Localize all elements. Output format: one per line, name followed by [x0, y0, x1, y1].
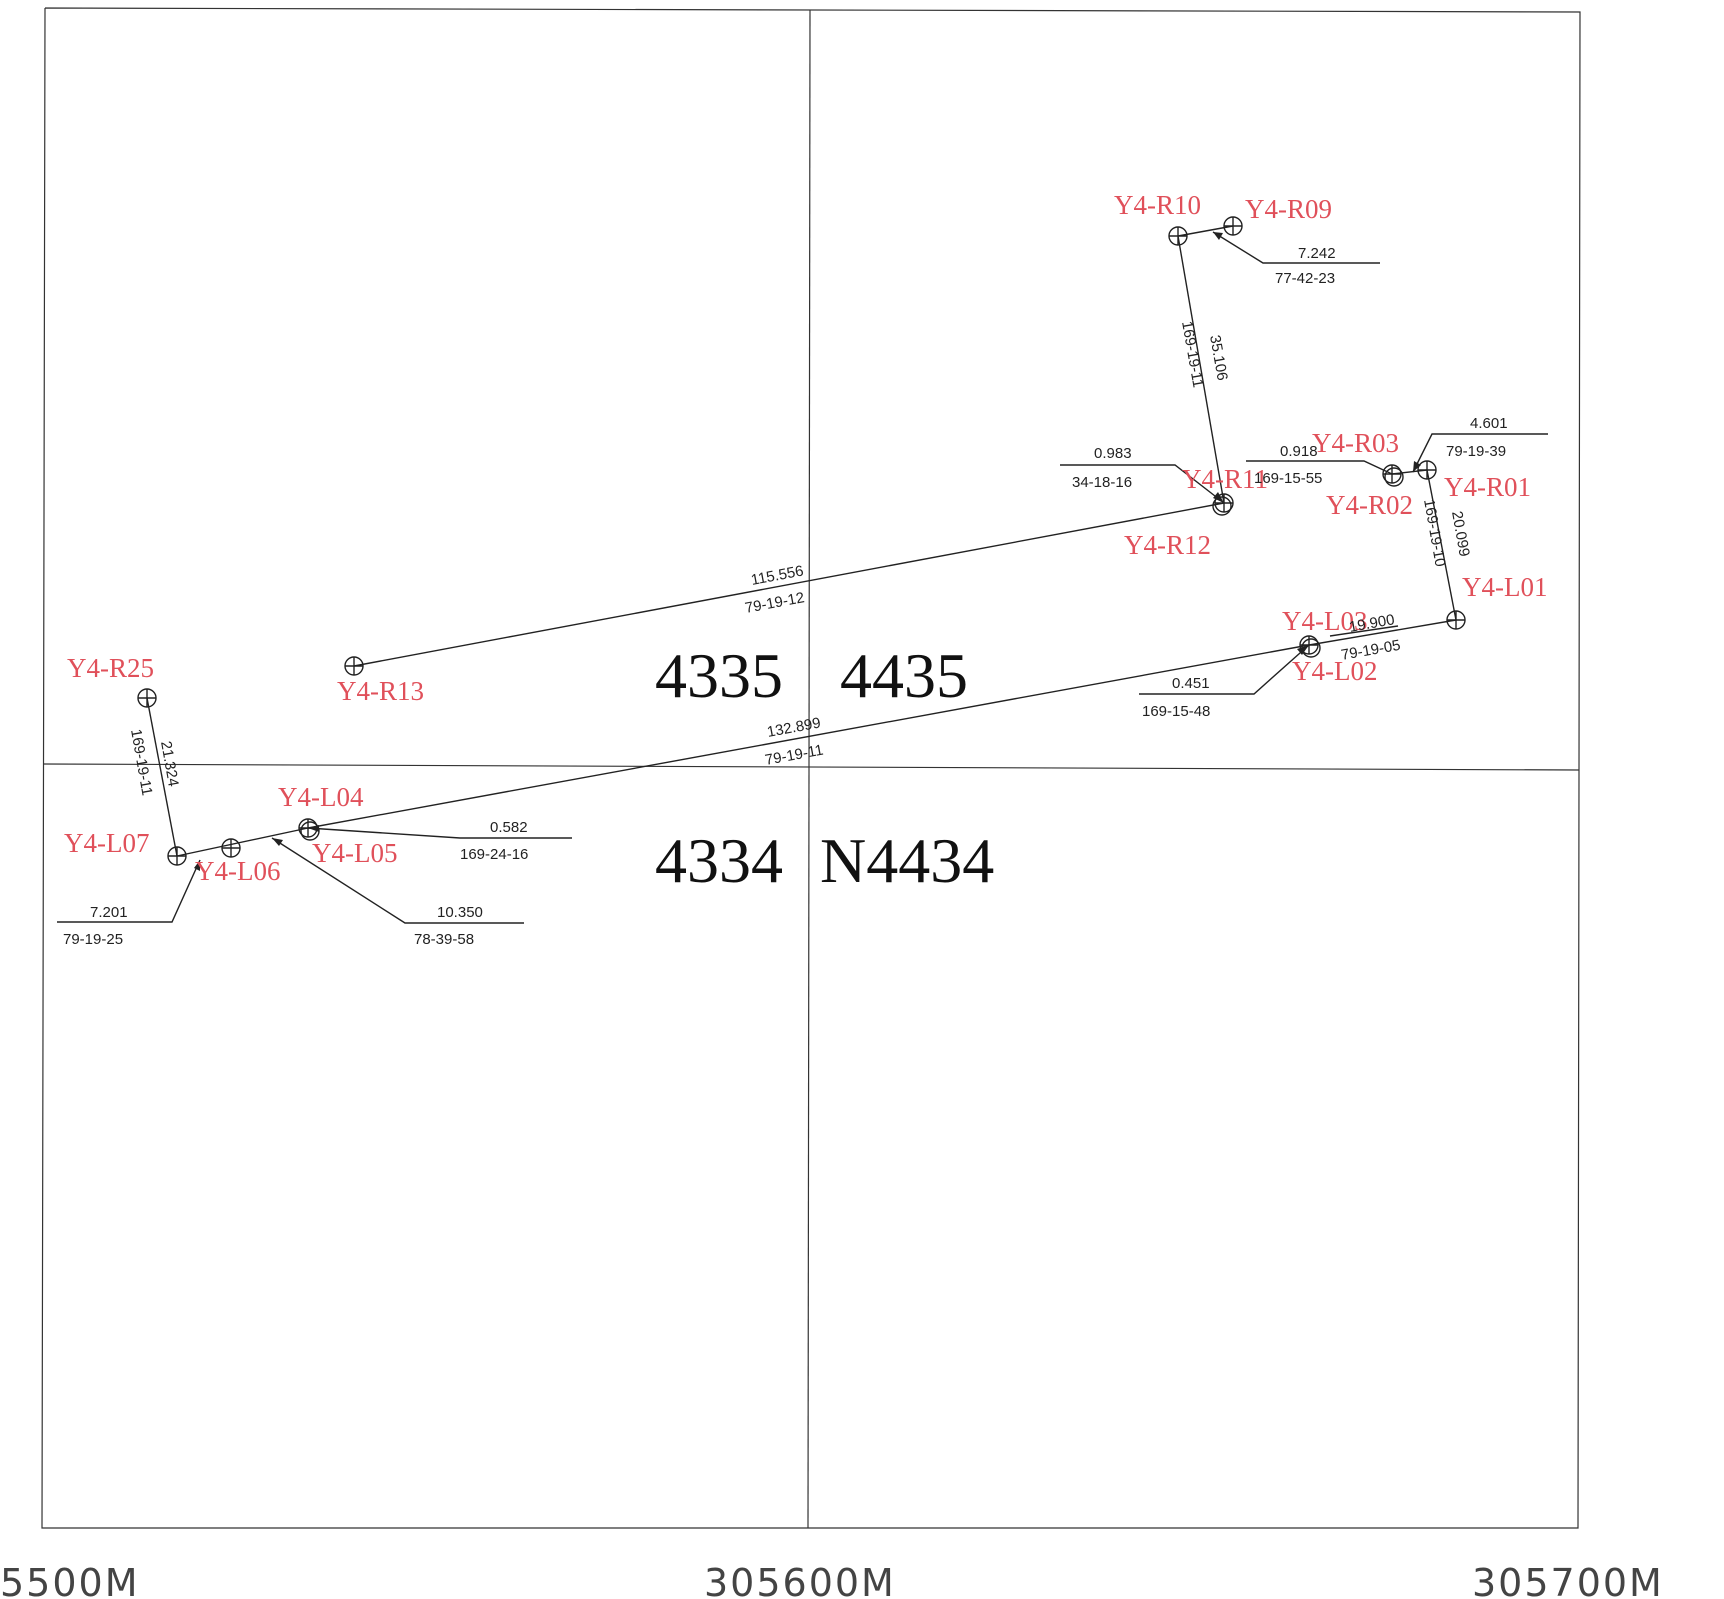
dim-r25-l07-distance: 21.324 [157, 740, 182, 788]
traverse-l04-l07 [176, 827, 309, 857]
dim-r01-bearing: 79-19-39 [1446, 443, 1506, 460]
point-label-r13: Y4-R13 [337, 676, 424, 706]
leader-lines [57, 231, 1548, 924]
point-labels: Y4-R10 Y4-R09 Y4-R11 Y4-R12 Y4-R03 Y4-R0… [64, 190, 1547, 886]
dim-r10-r11-bearing: 169-19-11 [1178, 320, 1206, 389]
dim-l06-l04-distance: 10.350 [437, 904, 483, 921]
leader-r11 [1060, 464, 1225, 504]
point-l01-symbol [1446, 610, 1466, 630]
traverse-r11-r13 [353, 502, 1225, 667]
leader-l07 [57, 859, 201, 923]
map-grid [41, 7, 1581, 1529]
traverse-lines [146, 225, 1457, 857]
easting-labels: 5500M 305600M 305700M [0, 1561, 1664, 1599]
dim-r11-bearing: 34-18-16 [1072, 474, 1132, 491]
dim-r12-r13-distance: 115.556 [750, 562, 805, 588]
point-r10-symbol [1168, 226, 1188, 246]
dim-l03-l04-bearing: 79-19-11 [764, 742, 825, 769]
leader-l02 [1139, 644, 1310, 695]
point-label-l07: Y4-L07 [64, 828, 149, 858]
traverse-l03-l04 [307, 644, 1310, 829]
traverse-r25-l07 [146, 697, 178, 857]
point-label-r11: Y4-R11 [1182, 464, 1268, 494]
grid-line-horizontal [42, 763, 1580, 771]
dim-r12-r13-bearing: 79-19-12 [744, 589, 806, 617]
grid-line-vertical [807, 9, 811, 1529]
point-label-l04: Y4-L04 [278, 782, 364, 812]
traverse-r01-l01 [1426, 469, 1457, 621]
point-r13-symbol [344, 656, 364, 676]
traverse-r10-r11 [1177, 235, 1225, 504]
dim-l05-distance: 0.582 [490, 819, 528, 836]
point-l06-symbol [221, 838, 241, 858]
sheet-number-top-right: 4435 [840, 640, 968, 711]
traverse-l01-l03 [1308, 619, 1457, 646]
dim-l03-l04-distance: 132.899 [766, 714, 822, 741]
point-label-l06: Y4-L06 [195, 856, 280, 886]
leader-l04-arrow [272, 838, 283, 846]
dim-r03-distance: 0.918 [1280, 443, 1318, 460]
sheet-numbers: 4335 4435 4334 N4434 [655, 640, 994, 896]
point-label-l01: Y4-L01 [1462, 572, 1547, 602]
survey-points [137, 216, 1466, 866]
sheet-number-bottom-right: N4434 [820, 825, 994, 896]
dim-r03-bearing: 169-15-55 [1254, 470, 1322, 487]
point-label-r03: Y4-R03 [1312, 428, 1399, 458]
point-label-r01: Y4-R01 [1444, 472, 1531, 502]
dim-r10-r11-distance: 35.106 [1206, 334, 1231, 382]
point-r02-symbol [1384, 467, 1404, 487]
point-label-r02: Y4-R02 [1326, 490, 1413, 520]
dim-l02-bearing: 169-15-48 [1142, 703, 1210, 720]
point-label-l03: Y4-L03 [1282, 606, 1367, 636]
leader-r01 [1412, 433, 1548, 473]
dim-r09-distance: 7.242 [1298, 245, 1336, 262]
leader-r03 [1246, 460, 1393, 475]
map-frame [41, 7, 1581, 1529]
dim-r01-distance: 4.601 [1470, 415, 1508, 432]
point-l05-symbol [300, 821, 320, 841]
leader-l04 [271, 837, 524, 924]
leader-l05 [307, 827, 572, 839]
dim-l07-distance: 7.201 [90, 904, 128, 921]
easting-label-right: 305700M [1472, 1561, 1664, 1599]
easting-label-center: 305600M [704, 1561, 896, 1599]
point-r09-symbol [1223, 216, 1243, 236]
leader-l02-arrow [1297, 645, 1309, 655]
dim-underline-l01-l03 [1329, 625, 1399, 637]
point-label-l02: Y4-L02 [1292, 656, 1377, 686]
point-label-r12: Y4-R12 [1124, 530, 1211, 560]
leader-r09-arrow [1213, 232, 1223, 240]
point-r12-symbol [1212, 496, 1232, 516]
easting-label-left: 5500M [0, 1561, 140, 1599]
sheet-number-top-left: 4335 [655, 640, 783, 711]
dim-l06-l04-bearing: 78-39-58 [414, 931, 474, 948]
point-r25-symbol [137, 688, 157, 708]
point-l02-symbol [1301, 638, 1321, 658]
sheet-number-bottom-left: 4334 [655, 825, 783, 896]
dim-r01-l01-distance: 20.099 [1448, 510, 1473, 558]
dim-r11-distance: 0.983 [1094, 445, 1132, 462]
leader-r01-arrow [1413, 461, 1421, 472]
dim-r09-bearing: 77-42-23 [1275, 270, 1335, 287]
dim-r01-l01-bearing: 169-19-10 [1420, 498, 1449, 568]
point-l07-symbol [167, 846, 187, 866]
dim-l05-bearing: 169-24-16 [460, 846, 528, 863]
point-label-l05: Y4-L05 [312, 838, 397, 868]
dim-l07-bearing: 79-19-25 [63, 931, 123, 948]
point-label-r25: Y4-R25 [67, 653, 154, 683]
leader-r09 [1212, 231, 1380, 264]
point-r01-symbol [1417, 460, 1437, 480]
dim-l02-distance: 0.451 [1172, 675, 1210, 692]
dim-r25-l07-bearing: 169-19-11 [127, 728, 155, 797]
leader-l07-arrow [194, 860, 200, 871]
point-label-r10: Y4-R10 [1114, 190, 1201, 220]
point-label-r09: Y4-R09 [1245, 194, 1332, 224]
